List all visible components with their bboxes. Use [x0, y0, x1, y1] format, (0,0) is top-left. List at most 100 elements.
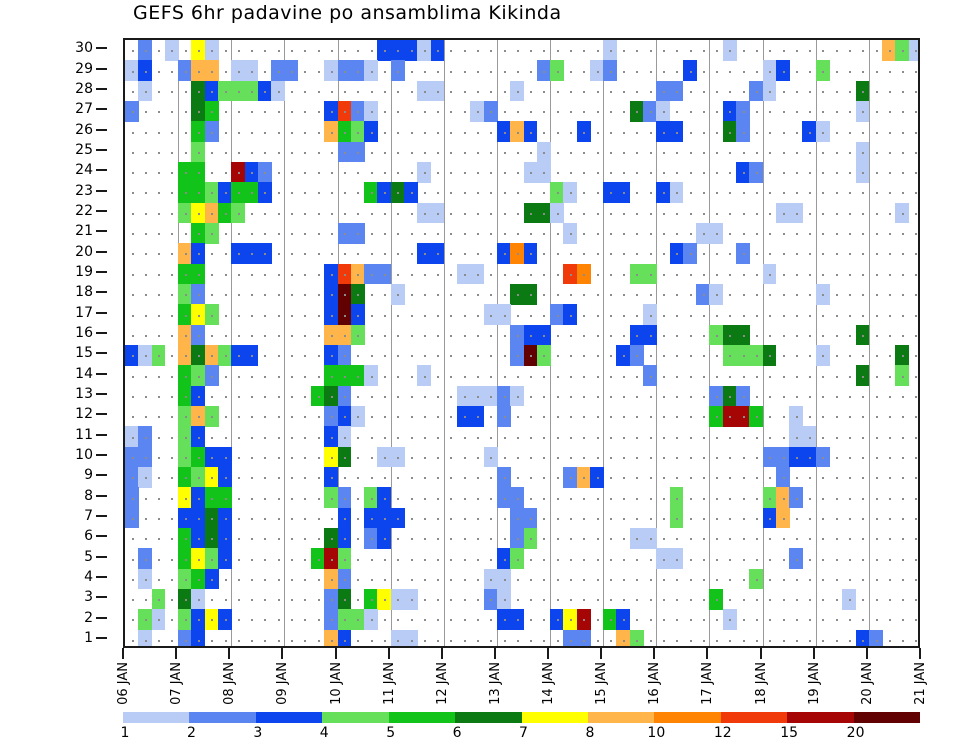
y-axis-tick-label: 27	[75, 101, 93, 118]
heatmap-cell	[789, 487, 804, 509]
day-gridline	[869, 40, 870, 646]
heatmap-cell	[775, 202, 790, 224]
heatmap-cell	[138, 80, 153, 102]
y-axis-tick-label: 9	[84, 467, 93, 484]
heatmap-cell	[669, 548, 684, 570]
heatmap-cell	[390, 589, 405, 610]
heatmap-cell	[217, 345, 232, 366]
heatmap-cell	[550, 609, 564, 631]
heatmap-cell	[775, 507, 790, 529]
heatmap-cell	[231, 243, 246, 265]
heatmap-cell	[217, 182, 232, 204]
x-axis-tick-label: 12 JAN	[434, 662, 450, 705]
x-axis-tick	[281, 648, 284, 659]
heatmap-cell	[125, 60, 139, 82]
colorbar-tick-label: 4	[319, 725, 329, 741]
plot-area	[123, 38, 920, 648]
day-gridline	[763, 40, 764, 646]
colorbar-tick-label: 3	[253, 725, 263, 741]
heatmap-cell	[483, 304, 498, 326]
heatmap-cell	[178, 568, 192, 590]
heatmap-cell	[178, 60, 192, 82]
heatmap-cell	[496, 609, 511, 631]
day-gridline	[603, 40, 604, 646]
y-axis-tick-label: 8	[84, 487, 93, 504]
heatmap-cell	[496, 385, 511, 407]
heatmap-cell	[337, 223, 352, 244]
heatmap-cell	[178, 345, 192, 366]
heatmap-cell	[536, 162, 551, 183]
heatmap-cell	[855, 141, 870, 163]
heatmap-cell	[257, 162, 272, 183]
heatmap-cell	[324, 60, 339, 82]
heatmap-cell	[736, 324, 750, 346]
heatmap-cell	[204, 101, 219, 122]
heatmap-cell	[390, 182, 405, 204]
heatmap-cell	[762, 446, 777, 468]
heatmap-cell	[204, 467, 219, 488]
heatmap-cell	[204, 507, 219, 529]
heatmap-cell	[669, 121, 684, 143]
heatmap-cell	[191, 202, 206, 224]
y-axis-tick-label: 16	[75, 324, 93, 341]
heatmap-cell	[364, 507, 378, 529]
heatmap-cell	[510, 121, 525, 143]
heatmap-cell	[191, 629, 206, 646]
heatmap-cell	[337, 365, 352, 387]
heatmap-cell	[815, 446, 830, 468]
heatmap-cell	[496, 467, 511, 488]
heatmap-cell	[191, 568, 206, 590]
heatmap-cell	[563, 182, 578, 204]
heatmap-cell	[417, 202, 432, 224]
heatmap-cell	[669, 243, 684, 265]
heatmap-cell	[789, 548, 804, 570]
heatmap-cell	[403, 182, 418, 204]
colorbar-legend[interactable]: 1 2 3 4 5 6 7 8 10 12 15 20	[121, 712, 921, 741]
heatmap-cell	[696, 223, 711, 244]
heatmap-cell	[337, 345, 352, 366]
heatmap-cell	[510, 609, 525, 631]
heatmap-cell	[762, 60, 777, 82]
heatmap-cell	[430, 80, 445, 102]
y-axis-tick-label: 20	[75, 243, 93, 260]
heatmap-cell	[523, 121, 538, 143]
heatmap-cell	[191, 162, 206, 183]
y-axis-tick	[96, 514, 107, 517]
heatmap-cell	[337, 60, 352, 82]
heatmap-cell	[204, 528, 219, 549]
heatmap-cell	[231, 162, 246, 183]
heatmap-cell	[138, 60, 153, 82]
x-axis-tick-label: 06 JAN	[116, 662, 131, 705]
heatmap-cell	[364, 263, 378, 285]
heatmap-cell	[337, 406, 352, 427]
heatmap-cell	[709, 406, 724, 427]
heatmap-cell	[749, 345, 764, 366]
y-axis-tick-label: 6	[84, 528, 93, 545]
heatmap-cell	[125, 101, 139, 122]
colorbar-tick-label: 12	[713, 725, 732, 741]
heatmap-cell	[868, 629, 883, 646]
y-axis-tick	[96, 494, 107, 497]
heatmap-cell	[417, 243, 432, 265]
colorbar-band	[853, 712, 921, 723]
colorbar-band	[654, 712, 722, 723]
y-axis-tick-label: 30	[75, 40, 93, 57]
heatmap-cell	[589, 60, 604, 82]
heatmap-cell	[802, 426, 817, 448]
heatmap-cell	[643, 324, 657, 346]
colorbar-band	[587, 712, 655, 723]
heatmap-cell	[417, 40, 432, 61]
y-axis-tick-label: 12	[75, 406, 93, 423]
heatmap-cell	[536, 141, 551, 163]
colorbar-band	[322, 712, 390, 723]
y-axis-tick	[96, 616, 107, 619]
heatmap-cell	[178, 202, 192, 224]
heatmap-cell	[178, 182, 192, 204]
heatmap-cell	[178, 162, 192, 183]
heatmap-cell	[377, 589, 392, 610]
x-axis-tick-label: 07 JAN	[169, 662, 185, 705]
heatmap-cell	[337, 121, 352, 143]
heatmap-cell	[350, 609, 365, 631]
heatmap-cell	[257, 80, 272, 102]
heatmap-cell	[390, 629, 405, 646]
